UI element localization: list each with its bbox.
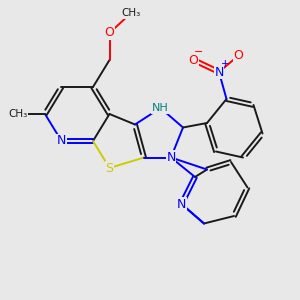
Text: N: N [57,134,66,148]
Text: O: O [105,26,114,40]
Text: O: O [189,53,198,67]
Text: N: N [166,151,176,164]
Text: S: S [106,161,113,175]
Text: CH₃: CH₃ [121,8,140,19]
Text: N: N [214,65,224,79]
Text: −: − [194,47,204,58]
Text: N: N [177,197,186,211]
Text: +: + [221,58,230,69]
Text: O: O [234,49,243,62]
Text: CH₃: CH₃ [8,109,28,119]
Text: NH: NH [152,103,169,113]
